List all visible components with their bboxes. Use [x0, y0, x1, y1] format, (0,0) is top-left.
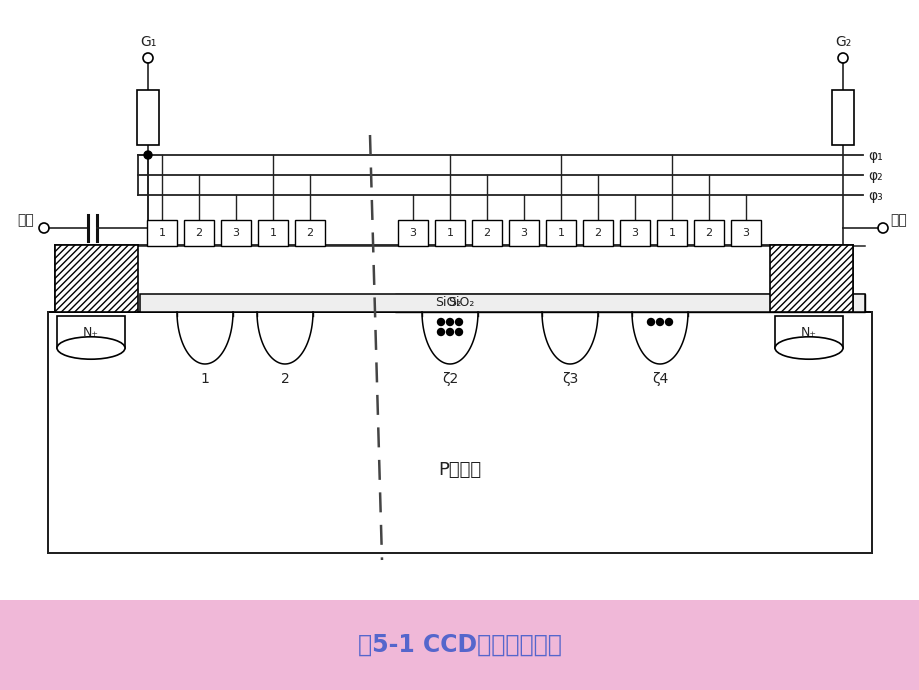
Bar	[57, 316, 125, 348]
Text: N₊: N₊	[83, 326, 99, 339]
Text: 1: 1	[200, 372, 210, 386]
Text: 3: 3	[520, 228, 527, 238]
Bar	[137, 90, 159, 145]
Text: 1: 1	[446, 228, 453, 238]
Circle shape	[455, 319, 462, 326]
Circle shape	[446, 319, 453, 326]
Text: 2: 2	[482, 228, 490, 238]
Ellipse shape	[57, 337, 125, 359]
Text: 3: 3	[233, 228, 239, 238]
Bar	[257, 220, 288, 246]
Circle shape	[455, 328, 462, 335]
Text: 1: 1	[668, 228, 675, 238]
Bar	[221, 220, 251, 246]
Circle shape	[437, 319, 444, 326]
Bar	[731, 220, 760, 246]
Ellipse shape	[774, 337, 842, 359]
Circle shape	[446, 328, 453, 335]
Text: φ₂: φ₂	[867, 169, 881, 183]
Bar	[394, 294, 864, 312]
Bar	[398, 220, 427, 246]
Text: ζ2: ζ2	[441, 372, 458, 386]
Text: 3: 3	[409, 228, 416, 238]
Bar	[295, 220, 324, 246]
Text: 3: 3	[630, 228, 638, 238]
Text: G₂: G₂	[834, 35, 850, 49]
Bar	[583, 220, 612, 246]
Text: 输入: 输入	[17, 213, 34, 227]
Text: P型迷底: P型迷底	[438, 461, 481, 479]
Text: 2: 2	[594, 228, 601, 238]
Text: 1: 1	[557, 228, 564, 238]
Bar	[471, 220, 502, 246]
Bar	[435, 220, 464, 246]
Bar	[693, 220, 723, 246]
Text: G₁: G₁	[140, 35, 156, 49]
Circle shape	[437, 328, 444, 335]
Text: 图5-1 CCD电荷耦合器件: 图5-1 CCD电荷耦合器件	[357, 633, 562, 657]
Text: 2: 2	[195, 228, 202, 238]
Text: 3: 3	[742, 228, 749, 238]
Text: 1: 1	[158, 228, 165, 238]
Text: 2: 2	[705, 228, 712, 238]
Text: SiO₂: SiO₂	[435, 297, 460, 310]
Circle shape	[664, 319, 672, 326]
Circle shape	[647, 319, 653, 326]
Text: ζ3: ζ3	[562, 372, 577, 386]
Text: φ₁: φ₁	[867, 149, 882, 163]
Bar	[184, 220, 214, 246]
Text: ζ4: ζ4	[652, 372, 667, 386]
Text: 2: 2	[306, 228, 313, 238]
Text: 2: 2	[280, 372, 289, 386]
Bar	[831, 90, 853, 145]
Bar	[140, 294, 864, 312]
Bar	[774, 316, 842, 348]
Bar	[508, 220, 539, 246]
Bar	[55, 245, 138, 312]
Bar	[0, 600, 919, 690]
Text: N₊: N₊	[800, 326, 816, 339]
Bar	[147, 220, 176, 246]
Text: 1: 1	[269, 228, 277, 238]
Bar	[545, 220, 575, 246]
Bar	[656, 220, 686, 246]
Bar	[619, 220, 650, 246]
Text: 输出: 输出	[889, 213, 906, 227]
Text: SiO₂: SiO₂	[448, 297, 474, 310]
Bar	[769, 245, 852, 312]
Circle shape	[656, 319, 663, 326]
Circle shape	[144, 151, 152, 159]
Bar	[48, 312, 871, 553]
Text: φ₃: φ₃	[867, 189, 882, 203]
